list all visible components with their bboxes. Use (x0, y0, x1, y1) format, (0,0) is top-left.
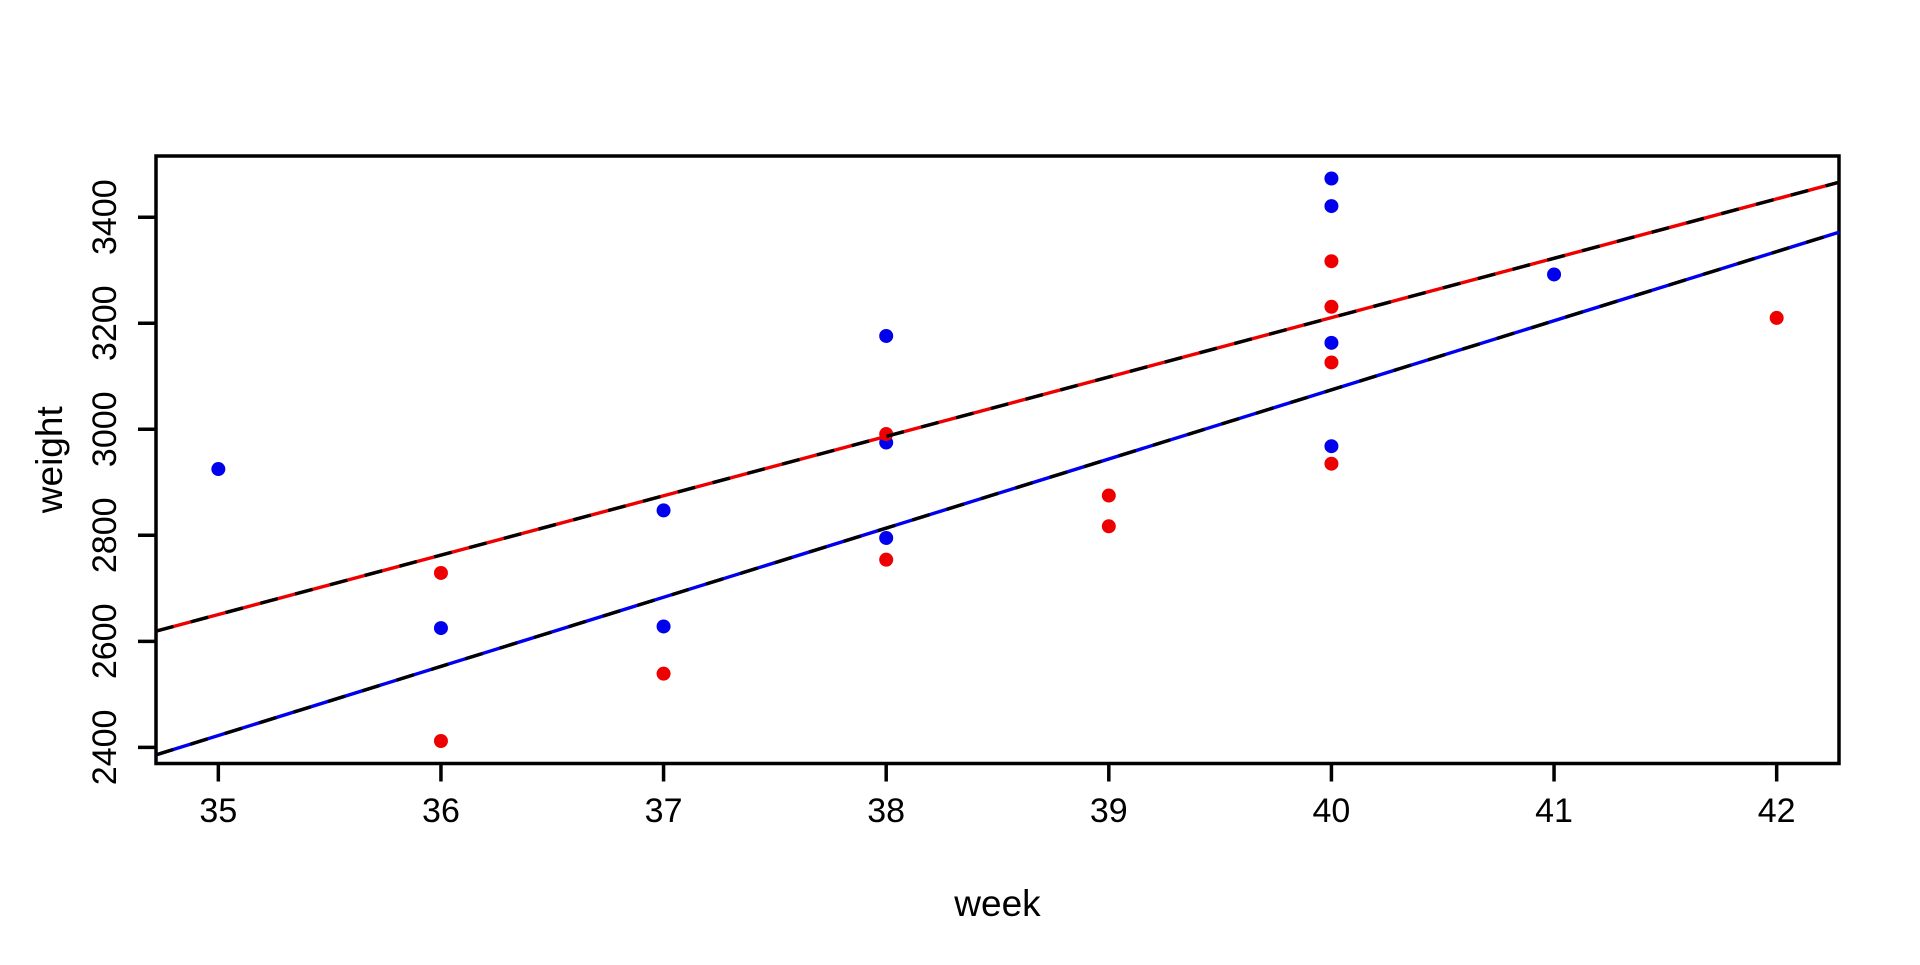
y-tick-label: 3400 (86, 179, 124, 255)
data-point-blue-points (1547, 267, 1562, 282)
data-point-blue-points (656, 619, 671, 634)
x-tick-label: 37 (645, 792, 683, 830)
data-point-red-points (879, 552, 894, 567)
regression-lines (155, 180, 1840, 757)
x-tick-label: 38 (867, 792, 905, 830)
x-tick-label: 40 (1313, 792, 1351, 830)
data-point-red-points (656, 666, 671, 681)
data-point-blue-points (1324, 439, 1339, 454)
x-tick-label: 41 (1535, 792, 1573, 830)
data-point-blue-points (879, 328, 894, 343)
x-tick-label: 39 (1090, 792, 1128, 830)
data-point-red-points (1101, 488, 1116, 503)
y-axis-label: weight (29, 406, 70, 515)
data-point-blue-points (1324, 335, 1339, 350)
data-points (211, 171, 1784, 748)
data-point-red-points (1324, 254, 1339, 269)
y-tick-label: 2400 (86, 710, 124, 786)
x-axis-label: week (953, 883, 1041, 924)
data-point-red-points (1324, 299, 1339, 314)
data-point-blue-points (879, 530, 894, 545)
red-regression-line-dashed-overlay (155, 180, 1840, 633)
x-axis: 35 36 37 38 39 40 41 42 (199, 763, 1796, 830)
plot-box (154, 154, 1841, 766)
y-tick-label: 2600 (86, 604, 124, 680)
data-point-blue-points (656, 503, 671, 518)
data-point-red-points (1324, 456, 1339, 471)
data-point-red-points (1324, 355, 1339, 370)
blue-regression-line-dashed-overlay (155, 230, 1840, 757)
data-point-red-points (433, 734, 448, 748)
y-tick-label: 2800 (86, 497, 124, 573)
data-point-blue-points (433, 621, 448, 636)
data-point-red-points (1101, 519, 1116, 534)
data-point-blue-points (1324, 171, 1339, 186)
x-tick-label: 36 (422, 792, 460, 830)
data-point-red-points (1769, 310, 1784, 325)
data-point-blue-points (211, 462, 226, 477)
x-tick-label: 35 (199, 792, 237, 830)
x-tick-label: 42 (1758, 792, 1796, 830)
y-axis: 2400 2600 2800 3000 3200 3400 (86, 179, 156, 785)
y-tick-label: 3200 (86, 285, 124, 361)
y-tick-label: 3000 (86, 391, 124, 467)
data-point-blue-points (1324, 199, 1339, 214)
data-point-red-points (433, 565, 448, 580)
